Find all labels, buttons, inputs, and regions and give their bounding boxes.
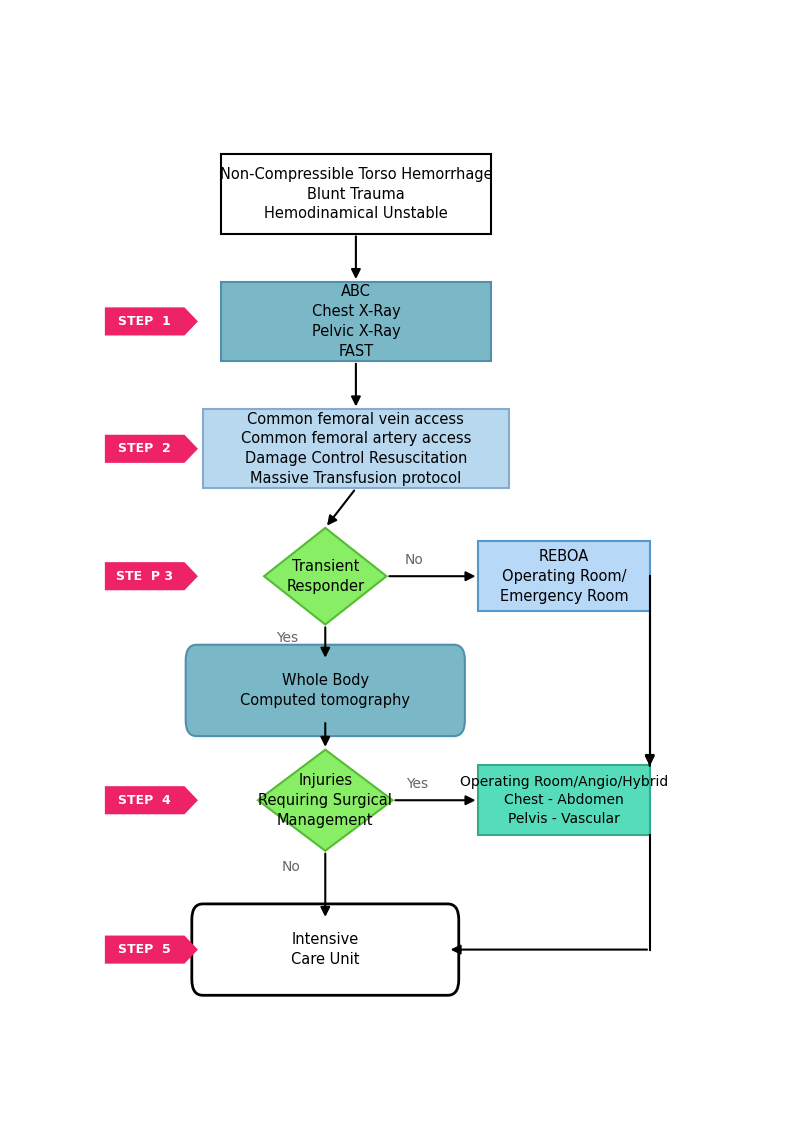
Text: Yes: Yes [406,777,428,792]
Polygon shape [105,786,198,815]
Text: Common femoral vein access
Common femoral artery access
Damage Control Resuscita: Common femoral vein access Common femora… [241,412,471,486]
Text: REBOA
Operating Room/
Emergency Room: REBOA Operating Room/ Emergency Room [500,549,628,604]
Text: Whole Body
Computed tomography: Whole Body Computed tomography [240,673,410,707]
Text: Operating Room/Angio/Hybrid
Chest - Abdomen
Pelvis - Vascular: Operating Room/Angio/Hybrid Chest - Abdo… [460,775,668,826]
Text: Transient
Responder: Transient Responder [286,559,364,593]
Text: STEP  5: STEP 5 [118,944,171,956]
FancyBboxPatch shape [192,904,459,995]
Text: Non-Compressible Torso Hemorrhage
Blunt Trauma
Hemodinamical Unstable: Non-Compressible Torso Hemorrhage Blunt … [220,167,492,221]
FancyBboxPatch shape [186,645,465,736]
Text: STE  P 3: STE P 3 [116,569,173,583]
Text: No: No [404,553,423,567]
FancyBboxPatch shape [478,541,649,612]
Polygon shape [105,435,198,463]
Text: No: No [282,859,301,874]
FancyBboxPatch shape [478,766,649,835]
FancyBboxPatch shape [203,410,509,488]
Polygon shape [258,750,393,851]
Text: STEP  1: STEP 1 [118,315,171,327]
Text: Intensive
Care Unit: Intensive Care Unit [291,932,359,966]
FancyBboxPatch shape [221,154,491,234]
FancyBboxPatch shape [221,282,491,361]
Polygon shape [105,563,198,590]
Text: Yes: Yes [276,631,298,645]
Polygon shape [264,528,386,624]
Text: ABC
Chest X-Ray
Pelvic X-Ray
FAST: ABC Chest X-Ray Pelvic X-Ray FAST [311,284,401,358]
Text: Injuries
Requiring Surgical
Management: Injuries Requiring Surgical Management [258,772,392,827]
Polygon shape [105,307,198,335]
Text: STEP  2: STEP 2 [118,443,171,455]
Polygon shape [105,936,198,964]
Text: STEP  4: STEP 4 [118,794,171,807]
